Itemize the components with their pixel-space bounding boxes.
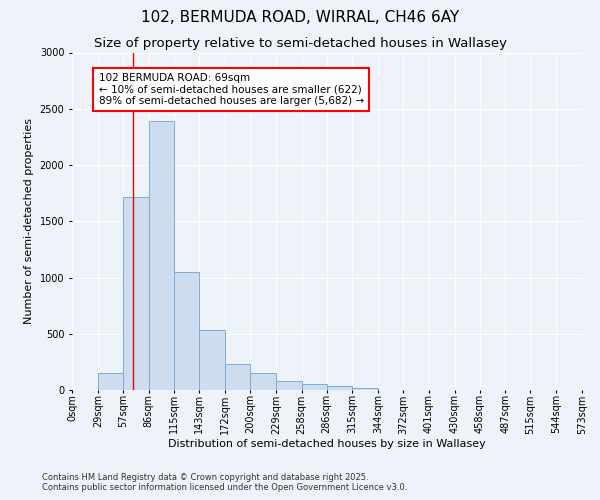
Bar	[250, 373, 276, 390]
Text: 102 BERMUDA ROAD: 69sqm
← 10% of semi-detached houses are smaller (622)
89% of s: 102 BERMUDA ROAD: 69sqm ← 10% of semi-de…	[99, 72, 364, 106]
Text: 102, BERMUDA ROAD, WIRRAL, CH46 6AY: 102, BERMUDA ROAD, WIRRAL, CH46 6AY	[141, 10, 459, 25]
Bar	[352, 388, 378, 390]
Bar	[123, 196, 149, 390]
Bar	[149, 121, 175, 390]
Bar	[302, 384, 326, 390]
Bar	[225, 364, 250, 390]
X-axis label: Distribution of semi-detached houses by size in Wallasey: Distribution of semi-detached houses by …	[168, 439, 486, 449]
Text: Size of property relative to semi-detached houses in Wallasey: Size of property relative to semi-detach…	[94, 38, 506, 51]
Bar	[326, 386, 352, 390]
Bar	[276, 381, 302, 390]
Bar	[175, 272, 199, 390]
Text: Contains HM Land Registry data © Crown copyright and database right 2025.
Contai: Contains HM Land Registry data © Crown c…	[42, 473, 407, 492]
Bar	[199, 330, 225, 390]
Y-axis label: Number of semi-detached properties: Number of semi-detached properties	[24, 118, 34, 324]
Bar	[98, 373, 123, 390]
